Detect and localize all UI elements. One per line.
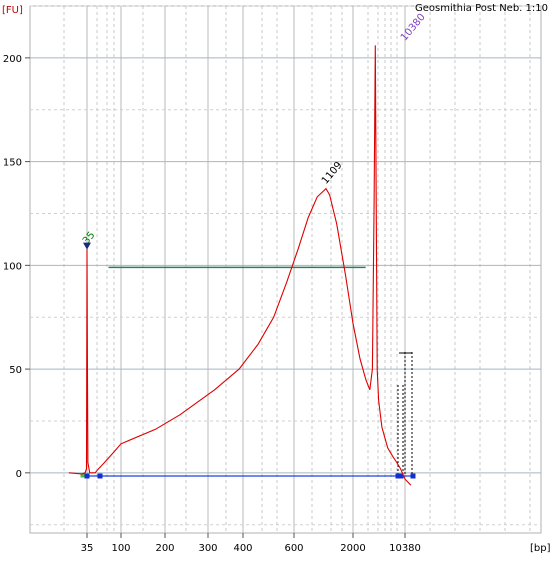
baseline-marker-2 bbox=[395, 473, 401, 479]
region-markers bbox=[80, 266, 416, 479]
x-tick-label-5: 600 bbox=[284, 543, 303, 554]
y-tick-label-0: 0 bbox=[16, 469, 22, 480]
x-axis-unit: [bp] bbox=[530, 543, 551, 554]
y-tick-label-2: 100 bbox=[3, 261, 22, 272]
x-tick-label-2: 200 bbox=[155, 543, 174, 554]
y-axis: 0 50 100 150 200 bbox=[3, 54, 30, 480]
baseline-marker-4 bbox=[410, 473, 416, 479]
x-tick-label-6: 2000 bbox=[340, 543, 365, 554]
lower-marker-triangle bbox=[83, 242, 91, 250]
y-tick-label-3: 150 bbox=[3, 158, 22, 169]
y-axis-unit: [FU] bbox=[2, 5, 23, 16]
x-tick-label-1: 100 bbox=[111, 543, 130, 554]
series-line-0 bbox=[68, 45, 412, 486]
baseline-marker-3 bbox=[398, 473, 404, 479]
x-axis: 35 100 200 300 400 600 2000 10380 bbox=[81, 533, 421, 554]
x-tick-label-0: 35 bbox=[81, 543, 94, 554]
y-tick-label-4: 200 bbox=[3, 54, 22, 65]
plot-area bbox=[29, 5, 542, 534]
baseline-marker-0 bbox=[84, 473, 90, 479]
lower-marker-dot bbox=[80, 473, 85, 478]
x-tick-label-7: 10380 bbox=[389, 543, 421, 554]
series-group bbox=[68, 45, 412, 486]
y-tick-label-1: 50 bbox=[9, 365, 22, 376]
baseline-marker-1 bbox=[97, 473, 103, 479]
x-tick-label-4: 400 bbox=[233, 543, 252, 554]
x-tick-label-3: 300 bbox=[198, 543, 217, 554]
chart-title: Geosmithia Post Neb. 1:10 bbox=[415, 3, 548, 14]
